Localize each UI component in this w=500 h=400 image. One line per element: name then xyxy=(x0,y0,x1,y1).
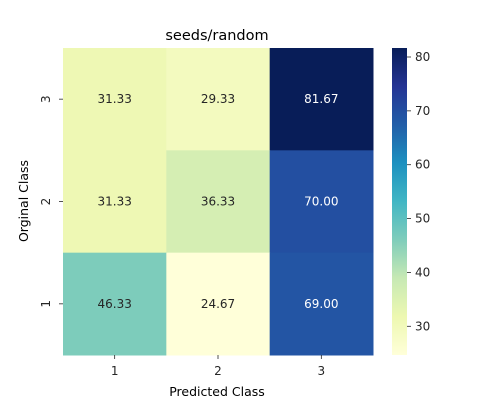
colorbar-tick-label: 70 xyxy=(415,104,430,118)
colorbar: 30 40 50 60 70 80 xyxy=(392,48,430,355)
colorbar-tick-label: 60 xyxy=(415,158,430,172)
cell-value-label: 29.33 xyxy=(201,92,235,106)
x-axis-title: Predicted Class xyxy=(169,384,265,399)
y-tick-label: 1 xyxy=(39,300,53,308)
cell-value-label: 70.00 xyxy=(304,195,338,209)
colorbar-gradient xyxy=(392,48,407,355)
heatmap-cell xyxy=(269,150,374,254)
x-tick-label: 1 xyxy=(111,364,119,378)
cell-value-label: 69.00 xyxy=(304,297,338,311)
colorbar-tick-label: 40 xyxy=(415,265,430,279)
heatmap-cell xyxy=(63,48,167,151)
cell-value-label: 24.67 xyxy=(201,297,235,311)
cell-value-label: 36.33 xyxy=(201,195,235,209)
heatmap-cell xyxy=(166,252,271,356)
colorbar-tick-label: 50 xyxy=(415,212,430,226)
y-tick-label: 3 xyxy=(39,95,53,103)
heatmap-cell xyxy=(63,252,167,356)
colorbar-tick-label: 30 xyxy=(415,319,430,333)
y-tick-label: 2 xyxy=(39,198,53,206)
cell-value-label: 31.33 xyxy=(97,92,131,106)
chart-title: seeds/random xyxy=(165,28,268,44)
heatmap-cell xyxy=(63,150,167,254)
cell-value-label: 81.67 xyxy=(304,92,338,106)
heatmap-cell xyxy=(269,252,374,356)
x-tick-label: 2 xyxy=(214,364,222,378)
heatmap-cell xyxy=(166,150,271,254)
x-tick-label: 3 xyxy=(318,364,326,378)
x-axis: 1 2 3 xyxy=(111,355,325,378)
y-axis: 3 2 1 xyxy=(39,95,63,308)
colorbar-tick-label: 80 xyxy=(415,50,430,64)
heatmap-cell xyxy=(166,48,271,151)
y-axis-title: Orginal Class xyxy=(16,160,31,242)
heatmap-cell xyxy=(269,48,374,151)
cell-value-label: 31.33 xyxy=(97,195,131,209)
heatmap-grid: 31.33 29.33 81.67 31.33 36.33 70.00 46.33 24.67… xyxy=(63,48,374,356)
cell-value-label: 46.33 xyxy=(97,297,131,311)
